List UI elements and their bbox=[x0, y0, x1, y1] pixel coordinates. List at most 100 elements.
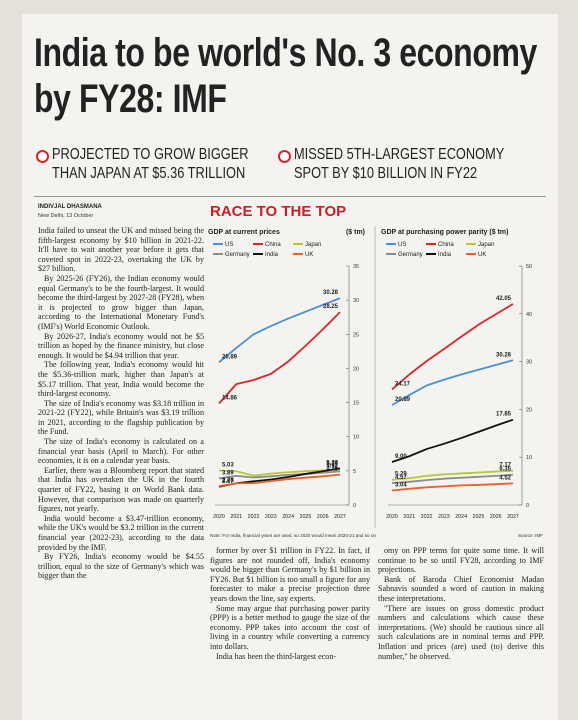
series-line bbox=[218, 470, 341, 480]
data-label: 2.67 bbox=[222, 479, 234, 485]
y-tick-label: 0 bbox=[353, 503, 356, 509]
x-tick-label: 2023 bbox=[438, 514, 450, 520]
paragraph: Bank of Baroda Chief Economist Madan Sab… bbox=[378, 574, 544, 603]
article-column: omy on PPP terms for quite some time. It… bbox=[378, 546, 544, 712]
bullet bbox=[278, 150, 291, 163]
data-label: 5.03 bbox=[222, 463, 234, 469]
paragraph: The following year, India's economy woul… bbox=[38, 360, 204, 399]
data-label: 3.89 bbox=[222, 470, 234, 476]
x-tick-label: 2026 bbox=[490, 514, 502, 520]
x-tick-label: 2021 bbox=[403, 514, 415, 520]
legend-label: US bbox=[398, 242, 406, 248]
series-line bbox=[391, 359, 514, 406]
y-tick-label: 15 bbox=[353, 401, 359, 407]
series-line bbox=[391, 418, 514, 463]
series-line bbox=[391, 473, 514, 485]
series-line bbox=[391, 482, 514, 492]
paragraph: India has been the third-largest econ- bbox=[216, 651, 337, 661]
legend-label: Germany bbox=[398, 252, 423, 258]
y-tick-label: 25 bbox=[353, 332, 359, 338]
paragraph: Some may argue that purchasing power par… bbox=[210, 603, 370, 651]
data-label: 4.45 bbox=[326, 467, 338, 473]
data-label: 20.89 bbox=[395, 397, 411, 403]
legend-label: Japan bbox=[478, 242, 494, 248]
y-tick-label: 40 bbox=[526, 312, 532, 318]
series-line bbox=[218, 311, 341, 405]
paper bbox=[22, 14, 558, 720]
headline: India to be world's No. 3 economy by FY2… bbox=[34, 31, 537, 121]
y-axis-label: ($ tm) bbox=[346, 229, 365, 236]
x-tick-label: 2022 bbox=[421, 514, 433, 520]
data-label: 3.04 bbox=[395, 482, 407, 488]
article-column: India failed to unseat the UK and missed… bbox=[38, 226, 204, 712]
paragraph: "There are issues on gross domestic prod… bbox=[378, 603, 544, 661]
paragraph: The size of India's economy is calculate… bbox=[38, 437, 204, 466]
x-tick-label: 2024 bbox=[282, 514, 294, 520]
legend-label: UK bbox=[478, 252, 486, 258]
byline: INDIVJAL DHASMANA bbox=[38, 204, 102, 210]
chart-title: GDP at purchasing power parity ($ tm) bbox=[381, 229, 508, 236]
y-tick-label: 20 bbox=[526, 407, 532, 413]
legend-label: Germany bbox=[225, 252, 250, 258]
bullet bbox=[36, 150, 49, 163]
dateline: New Delhi, 13 October bbox=[38, 213, 94, 219]
data-label: 24.17 bbox=[395, 381, 411, 387]
y-tick-label: 10 bbox=[526, 455, 532, 461]
data-label: 28.25 bbox=[323, 304, 339, 310]
legend-label: India bbox=[438, 252, 452, 258]
data-label: 4.52 bbox=[499, 475, 511, 481]
paragraph: former by over $1 trillion in FY22. In f… bbox=[210, 546, 370, 603]
graphic-title: RACE TO THE TOP bbox=[210, 203, 346, 220]
y-tick-label: 30 bbox=[526, 360, 532, 366]
y-tick-label: 5 bbox=[353, 469, 356, 475]
paragraph: The size of India's economy was $3.18 tr… bbox=[38, 398, 204, 437]
legend-label: US bbox=[225, 242, 233, 248]
data-label: 2.76 bbox=[222, 478, 234, 484]
x-tick-label: 2021 bbox=[230, 514, 242, 520]
legend-label: China bbox=[438, 242, 454, 248]
paragraph: By 2025-26 (FY26), the Indian economy wo… bbox=[38, 273, 204, 331]
series-line bbox=[218, 297, 341, 364]
x-tick-label: 2024 bbox=[455, 514, 467, 520]
y-tick-label: 20 bbox=[353, 366, 359, 372]
data-label: 6.35 bbox=[499, 467, 511, 473]
data-label: 42.05 bbox=[496, 296, 512, 302]
paragraph: omy on PPP terms for quite some time. It… bbox=[378, 546, 544, 575]
paragraph: By 2026-27, India's economy would not be… bbox=[38, 331, 204, 360]
x-tick-label: 2027 bbox=[507, 514, 519, 520]
series-line bbox=[391, 303, 514, 391]
data-label: 4.92 bbox=[326, 463, 338, 469]
legend-label: China bbox=[265, 242, 281, 248]
y-tick-label: 50 bbox=[526, 264, 532, 270]
legend-label: India bbox=[265, 252, 279, 258]
series-line bbox=[218, 473, 341, 488]
paragraph: Earlier, there was a Bloomberg report th… bbox=[38, 465, 204, 514]
x-tick-label: 2025 bbox=[473, 514, 485, 520]
data-label: 5.36 bbox=[326, 460, 338, 466]
data-label: 17.85 bbox=[496, 412, 512, 418]
paragraph: By FY26, India's economy would be $4.55 … bbox=[38, 552, 204, 581]
x-tick-label: 2027 bbox=[334, 514, 346, 520]
y-tick-label: 30 bbox=[353, 298, 359, 304]
data-label: 5.17 bbox=[326, 462, 338, 468]
subhead: MISSED 5TH-LARGEST ECONOMY SPOT BY $10 B… bbox=[294, 146, 505, 182]
legend-label: Japan bbox=[305, 242, 321, 248]
data-label: 20.89 bbox=[222, 354, 238, 360]
data-label: 14.86 bbox=[222, 396, 238, 402]
paragraph: India would become a $3.47-trillion econ… bbox=[38, 513, 204, 552]
x-tick-label: 2023 bbox=[265, 514, 277, 520]
rule bbox=[34, 196, 546, 197]
series-line bbox=[218, 468, 341, 477]
paragraph: India failed to unseat the UK and missed… bbox=[38, 226, 204, 274]
data-label: 30.28 bbox=[323, 290, 339, 296]
x-tick-label: 2026 bbox=[317, 514, 329, 520]
x-tick-label: 2020 bbox=[213, 514, 225, 520]
y-tick-label: 10 bbox=[353, 435, 359, 441]
y-tick-label: 35 bbox=[353, 264, 359, 270]
graphic: RACE TO THE TOP Note: For India, financi… bbox=[208, 203, 543, 538]
x-tick-label: 2020 bbox=[386, 514, 398, 520]
source: Source: IMF bbox=[518, 533, 543, 538]
x-tick-label: 2022 bbox=[248, 514, 260, 520]
x-tick-label: 2025 bbox=[300, 514, 312, 520]
